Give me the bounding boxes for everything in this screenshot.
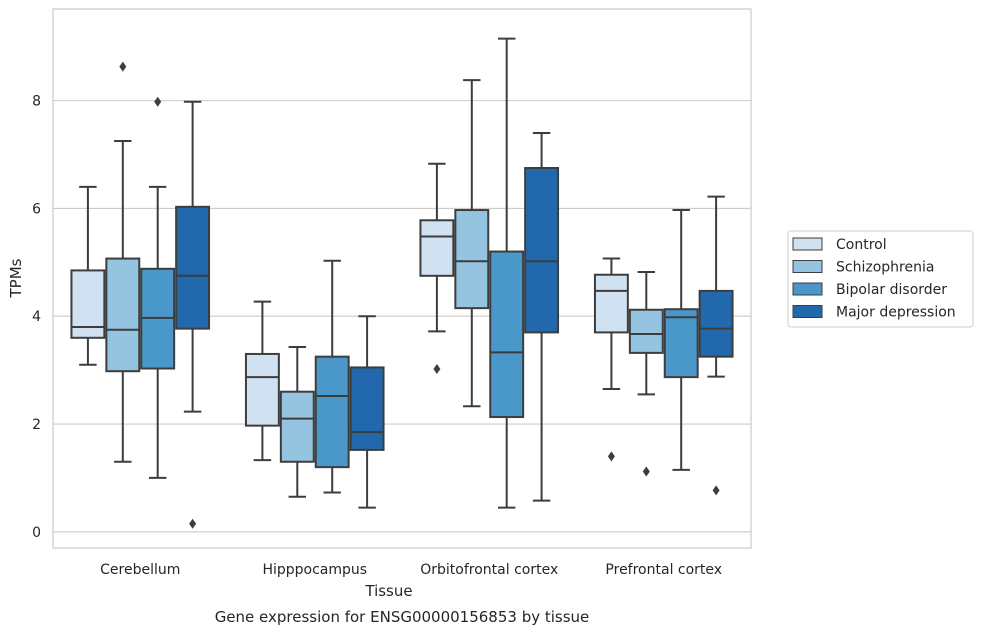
legend-label: Bipolar disorder bbox=[836, 282, 947, 298]
x-tick-label: Hipppocampus bbox=[262, 562, 367, 578]
legend-swatch bbox=[792, 237, 823, 251]
iqr-box bbox=[279, 390, 315, 463]
legend-label: Major depression bbox=[836, 305, 956, 321]
category-group bbox=[244, 259, 385, 509]
outlier-point bbox=[642, 466, 650, 477]
plot-area bbox=[52, 8, 752, 549]
category-group bbox=[593, 195, 734, 496]
box bbox=[628, 271, 664, 477]
legend-swatch bbox=[792, 305, 823, 318]
y-tick-label: 8 bbox=[32, 94, 41, 110]
iqr-box bbox=[349, 366, 385, 451]
iqr-box bbox=[175, 205, 211, 330]
y-tick-label: 0 bbox=[32, 525, 41, 541]
box bbox=[454, 79, 490, 408]
legend-frame bbox=[787, 230, 974, 328]
box bbox=[279, 345, 315, 498]
legend: Control Schizophrenia Bipolar disorder Majo… bbox=[787, 230, 974, 328]
x-axis-label: Tissue bbox=[364, 582, 412, 600]
y-tick-label: 2 bbox=[32, 417, 41, 433]
outlier-point bbox=[712, 485, 720, 496]
x-axis-ticks: Cerebellum Hipppocampus Orbitofrontal cort… bbox=[100, 562, 722, 578]
x-tick-label: Orbitofrontal cortex bbox=[420, 562, 558, 578]
box bbox=[175, 100, 211, 529]
outlier-point bbox=[189, 518, 197, 529]
box bbox=[140, 96, 176, 479]
legend-label: Schizophrenia bbox=[836, 260, 934, 276]
iqr-box bbox=[593, 273, 629, 334]
outlier-point bbox=[154, 96, 162, 107]
box bbox=[593, 257, 629, 462]
iqr-box bbox=[105, 257, 141, 373]
legend-item: Major depression bbox=[792, 305, 956, 321]
y-axis-label: TPMs bbox=[7, 258, 25, 298]
iqr-box bbox=[244, 352, 280, 427]
y-axis-ticks: 0 2 4 6 8 bbox=[32, 94, 41, 541]
x-tick-label: Prefrontal cortex bbox=[605, 562, 722, 578]
legend-label: Control bbox=[836, 237, 887, 253]
box bbox=[663, 209, 699, 471]
legend-item: Schizophrenia bbox=[792, 260, 934, 276]
iqr-box bbox=[698, 289, 734, 358]
outlier-point bbox=[119, 61, 127, 72]
iqr-box bbox=[419, 219, 455, 277]
iqr-box bbox=[489, 250, 525, 419]
iqr-box bbox=[314, 355, 350, 469]
box bbox=[524, 131, 560, 502]
category-group bbox=[419, 37, 560, 509]
box bbox=[419, 162, 455, 375]
iqr-box bbox=[628, 308, 664, 354]
legend-item: Control bbox=[792, 237, 887, 253]
legend-item: Bipolar disorder bbox=[792, 282, 947, 298]
legend-items: Control Schizophrenia Bipolar disorder Majo… bbox=[792, 237, 956, 321]
chart-caption: Gene expression for ENSG00000156853 by t… bbox=[215, 608, 590, 626]
iqr-box bbox=[454, 209, 490, 310]
box bbox=[698, 195, 734, 496]
box bbox=[70, 185, 106, 366]
legend-swatch bbox=[792, 260, 823, 273]
box bbox=[349, 315, 385, 509]
outlier-point bbox=[607, 451, 615, 462]
iqr-box bbox=[524, 167, 560, 334]
box-groups bbox=[70, 37, 734, 529]
box bbox=[314, 259, 350, 494]
box bbox=[489, 37, 525, 509]
outlier-point bbox=[433, 364, 441, 375]
legend-swatch bbox=[792, 282, 823, 296]
y-tick-label: 4 bbox=[32, 309, 41, 325]
iqr-box bbox=[663, 308, 699, 379]
box bbox=[244, 300, 280, 462]
y-tick-label: 6 bbox=[32, 201, 41, 217]
category-group bbox=[70, 61, 211, 529]
x-tick-label: Cerebellum bbox=[100, 562, 180, 578]
box bbox=[105, 61, 141, 463]
